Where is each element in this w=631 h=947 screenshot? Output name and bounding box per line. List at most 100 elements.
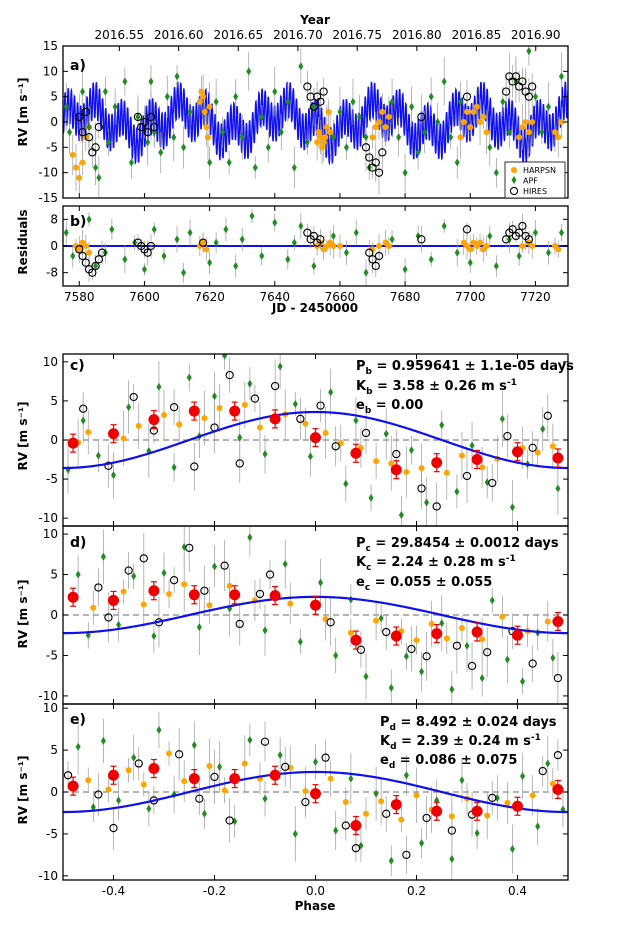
apf-point bbox=[252, 163, 258, 172]
harpsn-point bbox=[529, 243, 536, 249]
harpsn-point bbox=[135, 422, 142, 429]
annotation-amplitude-d: Kd = 2.39 ± 0.24 m s-1 bbox=[380, 733, 541, 752]
legend-marker-harpsn bbox=[511, 167, 517, 173]
apf-point bbox=[467, 258, 473, 267]
hires-point bbox=[309, 231, 319, 241]
harpsn-point bbox=[464, 108, 470, 115]
hires-point bbox=[140, 117, 149, 127]
apf-point bbox=[545, 102, 551, 111]
hires-point bbox=[392, 449, 401, 459]
harpsn-point bbox=[443, 469, 450, 476]
harpsn-point bbox=[327, 129, 334, 136]
harpsn-point bbox=[376, 119, 383, 125]
apf-point bbox=[389, 235, 395, 244]
x-tick-label: 0.4 bbox=[508, 884, 527, 898]
binned-point bbox=[229, 773, 241, 785]
binned-point bbox=[188, 589, 200, 601]
y-axis-label-d: RV [m s⁻¹] bbox=[16, 579, 30, 648]
y-tick-label: 8 bbox=[50, 212, 58, 226]
annotation-period-c: Pc = 29.8454 ± 0.0012 days bbox=[356, 536, 559, 554]
hires-point bbox=[374, 251, 384, 261]
hires-point bbox=[417, 484, 426, 493]
hires-point bbox=[518, 221, 527, 231]
hires-point bbox=[235, 619, 244, 629]
panel-c: -10 -5 0 5 10 c) Pb = 0.959641 ± 1.1e-05 day… bbox=[38, 353, 574, 527]
apf-point bbox=[239, 133, 245, 142]
harpsn-point bbox=[413, 637, 420, 644]
apf-point bbox=[262, 450, 268, 459]
y-axis-label-e: RV [m s⁻¹] bbox=[16, 755, 30, 824]
apf-point bbox=[526, 47, 532, 56]
harpsn-point bbox=[221, 787, 228, 794]
apf-point bbox=[424, 498, 430, 507]
apf-point bbox=[265, 143, 271, 152]
harpsn-point bbox=[226, 582, 233, 589]
binned-point bbox=[188, 405, 200, 417]
apf-point bbox=[449, 855, 455, 864]
hires-point bbox=[514, 228, 524, 237]
harpsn-point bbox=[256, 424, 263, 431]
apf-point bbox=[151, 225, 157, 234]
plot-area-b bbox=[63, 208, 568, 286]
legend-marker-apf bbox=[511, 176, 517, 184]
apf-point bbox=[558, 72, 564, 81]
hires-point bbox=[303, 82, 312, 91]
top-tick-label: 2016.90 bbox=[511, 28, 561, 42]
x-tick-label: 7680 bbox=[390, 290, 421, 304]
binned-point bbox=[552, 452, 564, 464]
apf-point bbox=[469, 441, 475, 450]
harpsn-point bbox=[483, 243, 490, 249]
plot-area-e bbox=[63, 711, 568, 880]
hires-point bbox=[185, 543, 194, 552]
apf-point bbox=[457, 97, 463, 106]
hires-point bbox=[296, 414, 305, 424]
harpsn-point bbox=[105, 786, 112, 793]
apf-point bbox=[222, 354, 228, 360]
apf-point bbox=[277, 751, 283, 760]
apf-point bbox=[448, 133, 454, 142]
harpsn-point bbox=[467, 124, 474, 131]
harpsn-point bbox=[200, 239, 207, 246]
hires-point bbox=[361, 428, 371, 438]
top-tick-label: 2016.60 bbox=[154, 28, 204, 42]
apf-point bbox=[102, 87, 108, 96]
harpsn-point bbox=[120, 435, 127, 442]
hires-point bbox=[146, 112, 156, 122]
apf-point bbox=[156, 382, 162, 391]
hires-point bbox=[104, 461, 113, 470]
harpsn-point bbox=[336, 243, 343, 249]
harpsn-point bbox=[529, 119, 536, 125]
apf-point bbox=[419, 839, 425, 848]
apf-point bbox=[509, 503, 515, 512]
harpsn-point bbox=[428, 620, 435, 627]
apf-point bbox=[151, 632, 157, 641]
harpsn-point bbox=[388, 460, 395, 467]
hires-point bbox=[316, 235, 325, 244]
hires-point bbox=[78, 251, 87, 261]
apf-point bbox=[233, 92, 239, 101]
harpsn-point bbox=[549, 443, 556, 450]
harpsn-point bbox=[555, 134, 562, 141]
hires-point bbox=[447, 826, 456, 835]
harpsn-point bbox=[76, 174, 83, 181]
hires-point bbox=[351, 844, 361, 853]
binned-point bbox=[188, 773, 200, 785]
apf-point bbox=[454, 487, 460, 496]
hires-point bbox=[91, 143, 100, 152]
harpsn-point bbox=[549, 780, 556, 787]
hires-point bbox=[501, 87, 511, 96]
y-tick-label: -15 bbox=[38, 191, 58, 205]
apf-point bbox=[428, 92, 434, 101]
y-axis-label-c: RV [m s⁻¹] bbox=[16, 401, 30, 470]
apf-point bbox=[277, 362, 283, 371]
apf-point bbox=[106, 138, 112, 147]
hires-point bbox=[124, 566, 133, 575]
apf-point bbox=[343, 479, 349, 488]
binned-point bbox=[108, 769, 119, 781]
apf-point bbox=[75, 570, 81, 579]
harpsn-point bbox=[206, 103, 213, 110]
apf-point bbox=[93, 262, 99, 270]
harpsn-point bbox=[403, 469, 410, 476]
harpsn-point bbox=[85, 777, 92, 784]
